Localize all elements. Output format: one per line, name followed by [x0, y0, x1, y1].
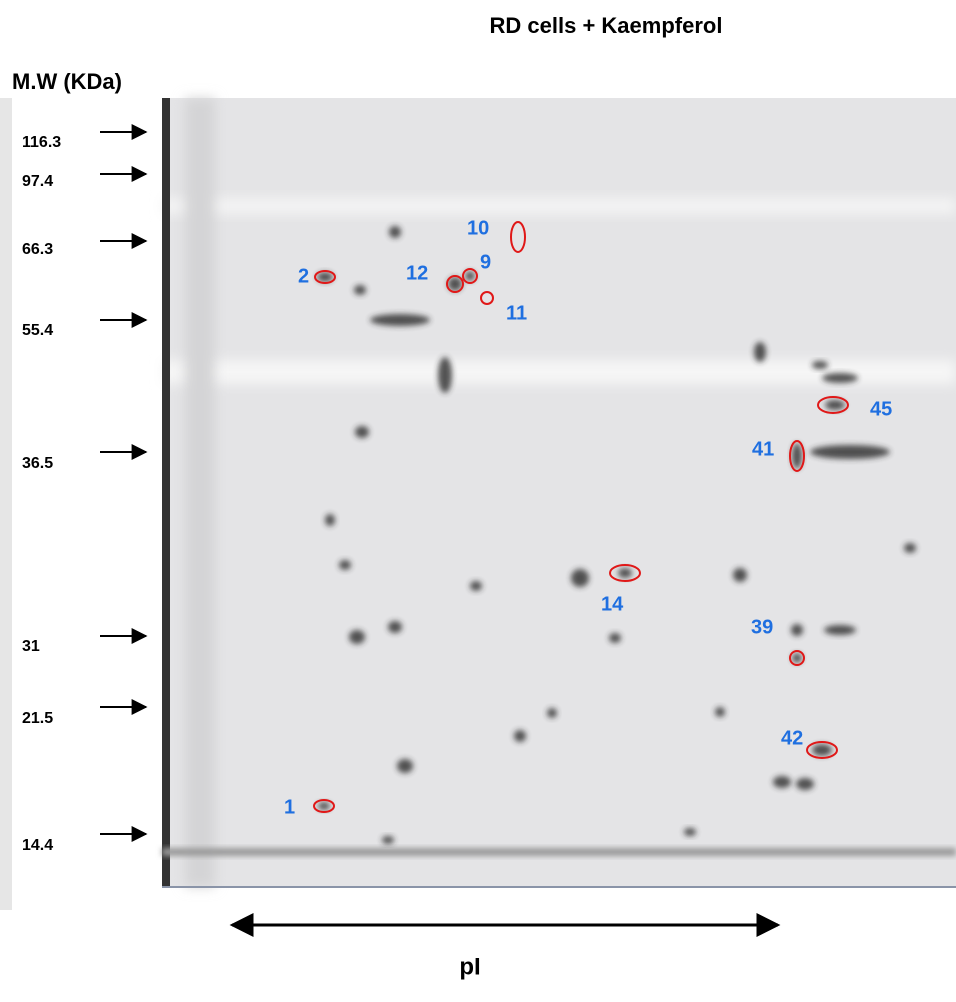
gel-texture	[162, 98, 956, 888]
gel-spot	[547, 708, 557, 718]
spot-circle	[446, 275, 464, 293]
gel-spot	[824, 625, 856, 635]
gel-spot	[438, 357, 452, 393]
gel-spot	[318, 802, 330, 810]
gel-spot	[904, 543, 916, 553]
gel-spot	[822, 373, 858, 383]
spot-circle	[609, 564, 641, 582]
spot-label: 41	[752, 438, 774, 460]
gel-spot	[715, 707, 725, 717]
gel-spot	[791, 624, 803, 636]
spot-circle	[314, 270, 336, 284]
gel-spot	[514, 730, 526, 742]
gel-spot	[397, 759, 413, 773]
gel-spot	[325, 514, 335, 526]
spot-label: 14	[601, 593, 624, 615]
gel-spot	[754, 342, 766, 362]
spot-circle	[817, 396, 849, 414]
gel-spot	[470, 581, 482, 591]
mw-marker: 97.4	[22, 173, 53, 190]
gel-spot	[355, 426, 369, 438]
spot-circle	[789, 440, 805, 472]
spot-circle	[806, 741, 838, 759]
gel-spot	[825, 400, 845, 410]
spot-circle	[480, 291, 494, 305]
gel-spot	[609, 633, 621, 643]
spot-circle	[510, 221, 526, 253]
mw-marker: 116.3	[22, 134, 61, 151]
gel-spot	[448, 277, 462, 291]
gel-spot	[792, 443, 802, 469]
gel-spot	[388, 621, 402, 633]
spot-label: 1	[284, 796, 295, 818]
gel-spot	[810, 445, 890, 459]
y-axis-label: M.W (KDa)	[12, 69, 122, 94]
gel-spot	[733, 568, 747, 582]
gel-spot	[339, 560, 351, 570]
gel-spot	[571, 569, 589, 587]
title: RD cells + Kaempferol	[490, 13, 723, 38]
gel	[162, 98, 956, 887]
spot-circle	[313, 799, 335, 813]
spot-circle	[789, 650, 805, 666]
x-axis-label: pI	[459, 953, 480, 980]
gel-spot	[812, 361, 828, 369]
gel-spot	[792, 653, 802, 663]
gel-spot	[370, 314, 430, 326]
mw-marker: 14.4	[22, 837, 53, 854]
gel-spot	[812, 744, 832, 756]
spot-label: 45	[870, 398, 892, 420]
gel-spot	[382, 836, 394, 844]
mw-marker: 21.5	[22, 710, 53, 727]
mw-marker: 55.4	[22, 322, 53, 339]
spot-label: 39	[751, 616, 773, 638]
spot-circle	[462, 268, 478, 284]
left-strip	[0, 98, 12, 910]
gel-spot	[618, 568, 632, 578]
spot-label: 42	[781, 727, 803, 749]
gel-spot	[684, 828, 696, 836]
spot-label: 10	[467, 217, 489, 239]
spot-label: 2	[298, 265, 309, 287]
gel-spot	[796, 778, 814, 790]
gel-spot	[389, 226, 401, 238]
mw-marker: 36.5	[22, 455, 53, 472]
gel-spot	[317, 272, 333, 282]
gel-spot	[465, 271, 475, 281]
spot-label: 9	[480, 251, 491, 273]
gel-spot	[349, 630, 365, 644]
spot-label: 12	[406, 262, 428, 284]
mw-marker: 66.3	[22, 241, 53, 258]
gel-spot	[354, 285, 366, 295]
mw-marker: 31	[22, 638, 40, 655]
spot-label: 11	[506, 302, 527, 324]
gel-spot	[773, 776, 791, 788]
